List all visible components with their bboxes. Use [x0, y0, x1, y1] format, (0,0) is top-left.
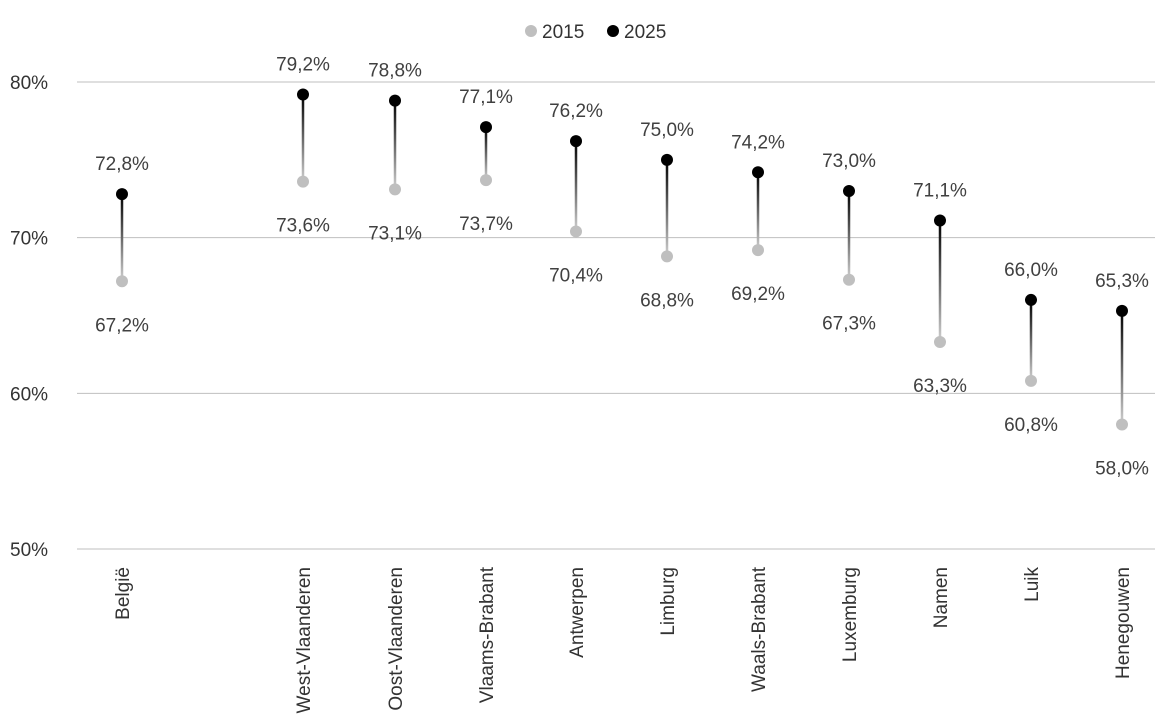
category-label: Henegouwen	[1113, 567, 1134, 679]
data-label-2025: 79,2%	[276, 54, 330, 75]
category-label: Namen	[931, 567, 952, 628]
category-label: Luik	[1022, 567, 1043, 602]
legend-marker-2015	[525, 25, 537, 37]
stem	[574, 141, 578, 232]
legend-label-2025: 2025	[624, 22, 666, 43]
category-label: Antwerpen	[567, 567, 588, 658]
point-2015	[752, 244, 764, 257]
data-label-2025: 65,3%	[1095, 271, 1149, 292]
data-label-2015: 67,2%	[95, 315, 149, 336]
category-label: Waals-Brabant	[749, 566, 770, 692]
data-label-2015: 73,7%	[459, 214, 513, 235]
legend-label-2015: 2015	[542, 22, 584, 43]
point-2025	[297, 88, 309, 101]
category-label: België	[113, 567, 134, 620]
point-2015	[661, 250, 673, 263]
stem	[938, 220, 942, 342]
legend: 2015 2025	[525, 22, 666, 43]
y-tick-label: 80%	[10, 73, 48, 94]
point-2015	[934, 335, 946, 348]
point-2025	[661, 153, 673, 166]
point-2025	[843, 184, 855, 197]
data-label-2015: 69,2%	[731, 284, 785, 305]
stem	[847, 190, 851, 280]
data-label-2015: 67,3%	[822, 314, 876, 335]
stem	[1029, 299, 1033, 381]
data-label-2015: 73,1%	[368, 223, 422, 244]
point-2015	[480, 174, 492, 187]
point-2025	[752, 166, 764, 179]
data-label-2015: 70,4%	[549, 265, 603, 286]
data-label-2025: 78,8%	[368, 61, 422, 82]
point-2015	[843, 273, 855, 286]
stem	[756, 172, 760, 251]
stem	[1120, 310, 1124, 425]
data-label-2025: 74,2%	[731, 132, 785, 153]
x-axis-categories: België West-Vlaanderen Oost-Vlaanderen Vlaa…	[113, 566, 1134, 713]
category-label: West-Vlaanderen	[294, 567, 315, 713]
data-label-2015: 68,8%	[640, 290, 694, 311]
point-2015	[389, 183, 401, 196]
data-label-2015: 73,6%	[276, 216, 330, 237]
data-points	[116, 88, 1128, 431]
stem	[301, 94, 305, 182]
stem	[484, 127, 488, 181]
point-2015	[1116, 418, 1128, 431]
data-label-2025: 76,2%	[549, 101, 603, 122]
point-2025	[116, 188, 128, 201]
y-tick-label: 50%	[10, 540, 48, 561]
point-2015	[297, 175, 309, 188]
data-label-2015: 63,3%	[913, 376, 967, 397]
point-2015	[570, 225, 582, 238]
y-tick-label: 70%	[10, 229, 48, 250]
data-label-2015: 60,8%	[1004, 415, 1058, 436]
category-label: Limburg	[658, 567, 679, 636]
category-label: Vlaams-Brabant	[477, 566, 498, 703]
data-label-2015: 58,0%	[1095, 458, 1149, 479]
legend-marker-2025	[607, 25, 619, 37]
point-2025	[389, 94, 401, 107]
point-2025	[480, 121, 492, 134]
data-label-2025: 75,0%	[640, 120, 694, 141]
stem	[393, 100, 397, 190]
point-2025	[934, 214, 946, 227]
y-axis-ticks: 50% 60% 70% 80%	[10, 73, 48, 561]
point-2025	[1025, 293, 1037, 306]
point-2015	[116, 275, 128, 288]
point-2015	[1025, 374, 1037, 387]
point-2025	[1116, 304, 1128, 317]
data-label-2025: 72,8%	[95, 154, 149, 175]
stems	[120, 94, 1124, 425]
stem	[665, 159, 669, 257]
category-label: Luxemburg	[840, 567, 861, 662]
y-tick-label: 60%	[10, 384, 48, 405]
data-label-2025: 77,1%	[459, 87, 513, 108]
category-label: Oost-Vlaanderen	[386, 567, 407, 711]
gridlines	[77, 81, 1155, 550]
data-label-2025: 71,1%	[913, 181, 967, 202]
data-label-2025: 66,0%	[1004, 260, 1058, 281]
stem	[120, 194, 124, 282]
data-labels: 72,8% 67,2% 79,2% 73,6% 78,8% 73,1% 77,1% 73,7%…	[95, 54, 1149, 479]
data-label-2025: 73,0%	[822, 151, 876, 172]
point-2025	[570, 135, 582, 148]
